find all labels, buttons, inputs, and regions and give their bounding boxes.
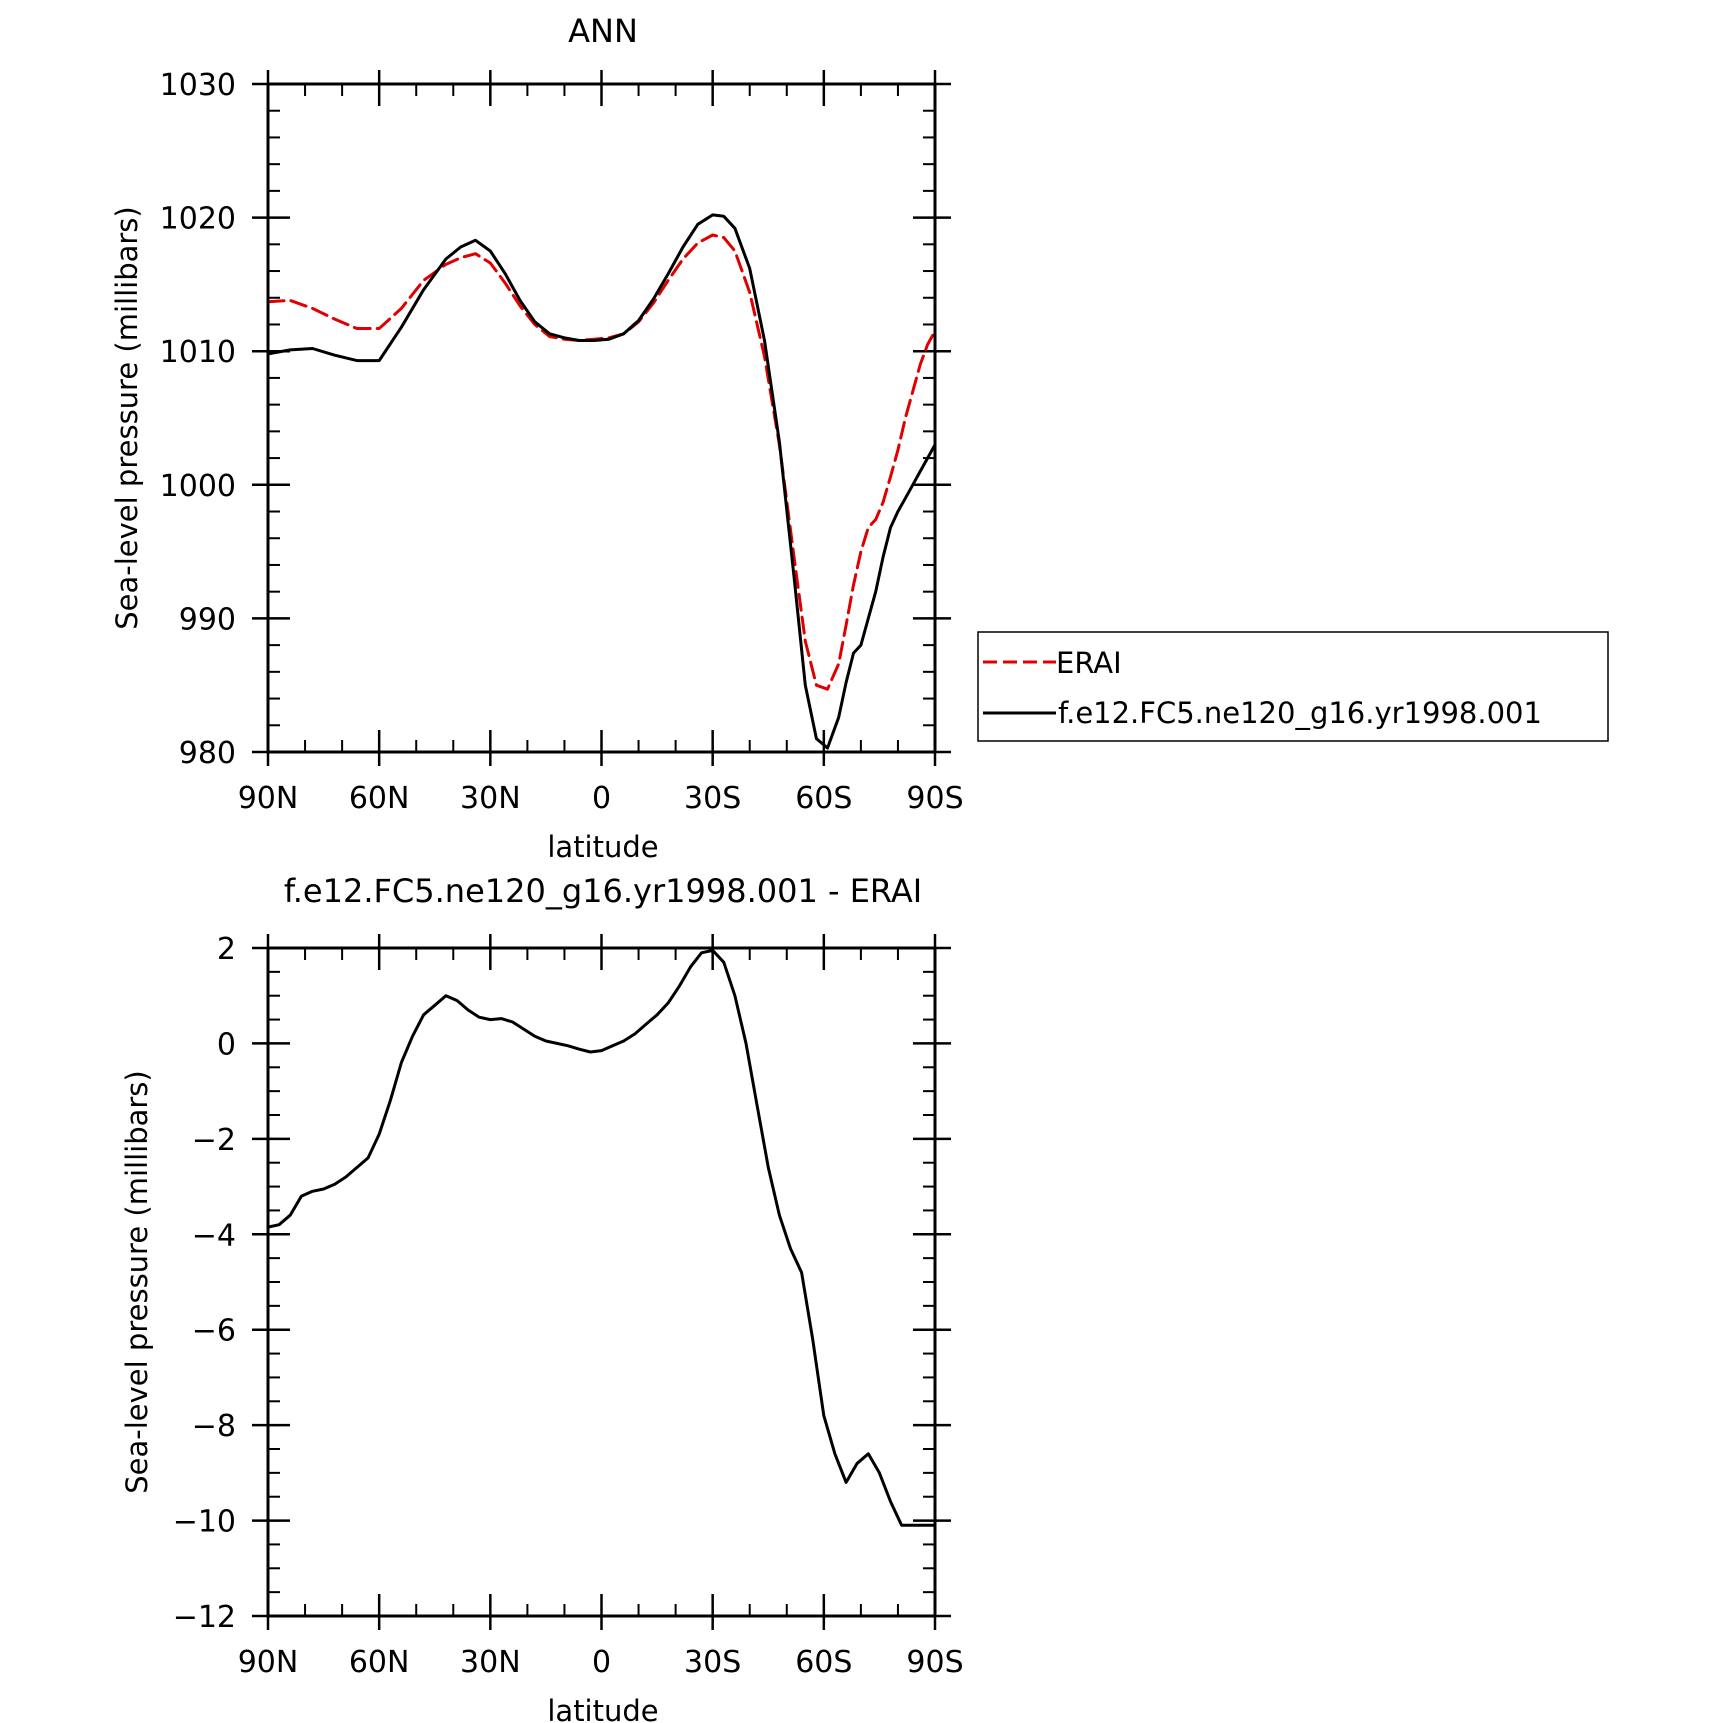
bottom-panel-ylabel: Sea-level pressure (millibars) — [120, 1070, 154, 1493]
y-tick-label: 980 — [179, 736, 236, 771]
series-line-f-e12-fc5-ne120-g16-yr1998-001 — [266, 213, 937, 750]
y-tick-label: 2 — [217, 932, 236, 967]
y-tick-label: 990 — [179, 602, 236, 637]
series-line-difference — [266, 948, 937, 1527]
y-tick-label: 1000 — [160, 469, 236, 504]
legend-label-model: f.e12.FC5.ne120_g16.yr1998.001 — [1058, 696, 1542, 730]
x-tick-label: 0 — [592, 1645, 611, 1680]
y-tick-label: −2 — [192, 1123, 236, 1158]
top-panel: ANN 90N 60N 30N 0 30S 60S 90S 980 990 1000 1010 102… — [110, 12, 1609, 864]
top-panel-frame — [266, 82, 937, 754]
x-tick-label: 90N — [238, 781, 299, 816]
x-tick-label: 60S — [795, 781, 852, 816]
bottom-panel-ticks: 90N 60N 30N 0 30S 60S 90S −12 −10 −8 −6 −4 −2 0 2 — [173, 932, 964, 1680]
x-tick-label: 60S — [795, 1645, 852, 1680]
x-tick-label: 90S — [906, 781, 963, 816]
y-tick-label: −12 — [173, 1600, 236, 1635]
bottom-panel-series — [266, 948, 937, 1527]
top-panel-ylabel: Sea-level pressure (millibars) — [110, 206, 144, 629]
x-tick-label: 60N — [349, 1645, 410, 1680]
x-tick-label: 30S — [684, 1645, 741, 1680]
top-panel-xlabel: latitude — [547, 830, 658, 864]
bottom-panel-title: f.e12.FC5.ne120_g16.yr1998.001 - ERAI — [284, 872, 922, 910]
legend-box — [977, 631, 1609, 742]
top-panel-series — [266, 213, 937, 750]
x-tick-label: 30S — [684, 781, 741, 816]
y-tick-label: 1020 — [160, 202, 236, 237]
x-tick-label: 90N — [238, 1645, 299, 1680]
legend-label-erai: ERAI — [1056, 646, 1122, 680]
bottom-panel-frame — [266, 946, 937, 1618]
y-tick-label: 1030 — [160, 68, 236, 103]
x-tick-label: 60N — [349, 781, 410, 816]
y-tick-label: −10 — [173, 1505, 236, 1540]
top-panel-title: ANN — [568, 12, 638, 50]
bottom-panel: f.e12.FC5.ne120_g16.yr1998.001 - ERAI 90… — [120, 872, 964, 1723]
y-tick-label: −4 — [192, 1218, 236, 1253]
bottom-panel-xlabel: latitude — [547, 1694, 658, 1723]
y-tick-label: −8 — [192, 1409, 236, 1444]
y-tick-label: 0 — [217, 1027, 236, 1062]
legend: ERAI f.e12.FC5.ne120_g16.yr1998.001 — [977, 631, 1609, 742]
y-tick-label: 1010 — [160, 335, 236, 370]
x-tick-label: 30N — [460, 781, 521, 816]
x-tick-label: 0 — [592, 781, 611, 816]
series-line-erai — [266, 233, 937, 691]
top-panel-ticks: 90N 60N 30N 0 30S 60S 90S 980 990 1000 1010 1020 103… — [160, 68, 964, 816]
x-tick-label: 30N — [460, 1645, 521, 1680]
y-tick-label: −6 — [192, 1314, 236, 1349]
x-tick-label: 90S — [906, 1645, 963, 1680]
